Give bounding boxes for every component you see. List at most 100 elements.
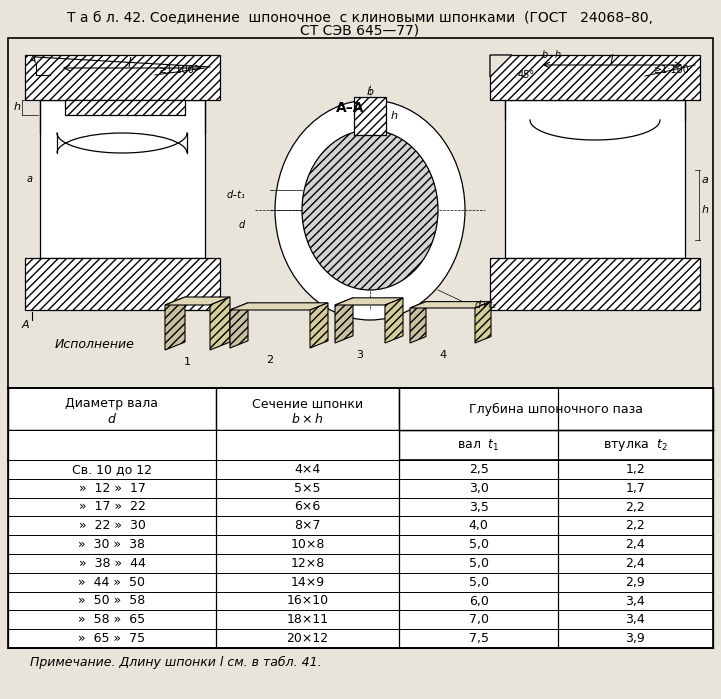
Text: 5,0: 5,0 <box>469 538 489 551</box>
Text: 8×7: 8×7 <box>294 519 321 533</box>
Text: 4×4: 4×4 <box>294 463 321 476</box>
Text: h: h <box>14 102 20 112</box>
Polygon shape <box>410 301 426 343</box>
Text: »  12 »  17: » 12 » 17 <box>79 482 146 495</box>
Text: 5,0: 5,0 <box>469 557 489 570</box>
Text: »  65 »  75: » 65 » 75 <box>79 632 146 645</box>
Text: Исполнение: Исполнение <box>55 338 135 352</box>
Text: 45°: 45° <box>518 70 535 80</box>
Bar <box>25 55 220 100</box>
Text: A: A <box>21 320 29 330</box>
Text: ≥1:100: ≥1:100 <box>159 65 195 75</box>
Text: втулка  $t_2$: втулка $t_2$ <box>603 437 668 453</box>
Text: 1,2: 1,2 <box>626 463 645 476</box>
Bar <box>505 100 685 258</box>
Polygon shape <box>335 298 353 343</box>
Polygon shape <box>230 303 328 310</box>
Text: h: h <box>391 111 397 121</box>
Text: 3,5: 3,5 <box>469 500 489 514</box>
Text: 6×6: 6×6 <box>294 500 321 514</box>
Ellipse shape <box>275 100 465 320</box>
Text: »  22 »  30: » 22 » 30 <box>79 519 146 533</box>
Bar <box>65 100 185 115</box>
Text: »  50 »  58: » 50 » 58 <box>79 595 146 607</box>
Bar <box>9 431 399 459</box>
Text: Примечание. Длину шпонки l см. в табл. 41.: Примечание. Длину шпонки l см. в табл. 4… <box>30 656 322 668</box>
Text: 5,0: 5,0 <box>469 576 489 589</box>
Text: $l$: $l$ <box>609 53 615 67</box>
Text: 2: 2 <box>267 355 273 365</box>
Text: 6,0: 6,0 <box>469 595 489 607</box>
Text: 2,9: 2,9 <box>626 576 645 589</box>
Text: A–A: A–A <box>336 101 364 115</box>
Text: 2,2: 2,2 <box>626 500 645 514</box>
Text: 2,2: 2,2 <box>626 519 645 533</box>
Bar <box>25 258 220 310</box>
Bar <box>8 38 713 388</box>
Polygon shape <box>335 298 403 305</box>
Text: d: d <box>239 220 245 230</box>
Text: 20×12: 20×12 <box>286 632 329 645</box>
Text: Глубина шпоночного паза: Глубина шпоночного паза <box>469 403 643 415</box>
Text: a: a <box>702 175 709 185</box>
Text: 12×8: 12×8 <box>291 557 324 570</box>
Text: 1: 1 <box>184 357 191 367</box>
Text: h: h <box>702 205 709 215</box>
Text: 16×10: 16×10 <box>286 595 329 607</box>
Text: A: A <box>28 55 36 65</box>
Ellipse shape <box>302 130 438 290</box>
Text: 3,0: 3,0 <box>469 482 489 495</box>
Polygon shape <box>385 298 403 343</box>
Text: 2,4: 2,4 <box>626 538 645 551</box>
Text: 2,4: 2,4 <box>626 557 645 570</box>
Text: 2,5: 2,5 <box>469 463 489 476</box>
Text: вал  $t_1$: вал $t_1$ <box>457 438 500 452</box>
Text: »  17 »  22: » 17 » 22 <box>79 500 146 514</box>
Bar <box>354 97 386 135</box>
Polygon shape <box>490 55 512 77</box>
Text: 18×11: 18×11 <box>286 613 329 626</box>
Text: 5×5: 5×5 <box>294 482 321 495</box>
Text: »  38 »  44: » 38 » 44 <box>79 557 146 570</box>
Polygon shape <box>410 301 491 308</box>
Bar <box>40 100 205 258</box>
Text: d–t₁: d–t₁ <box>226 190 245 200</box>
Text: a: a <box>27 174 33 184</box>
Bar <box>490 55 700 100</box>
Text: 4,0: 4,0 <box>469 519 489 533</box>
Polygon shape <box>230 303 248 348</box>
Polygon shape <box>165 297 230 305</box>
Text: 3: 3 <box>356 350 363 360</box>
Text: 3,4: 3,4 <box>626 613 645 626</box>
Bar <box>490 258 700 310</box>
Text: 3,9: 3,9 <box>626 632 645 645</box>
Text: $d$: $d$ <box>107 412 117 426</box>
Text: »  58 »  65: » 58 » 65 <box>79 613 146 626</box>
Text: 14×9: 14×9 <box>291 576 324 589</box>
Text: 10×8: 10×8 <box>291 538 325 551</box>
Text: ≥1:100: ≥1:100 <box>654 65 690 75</box>
Text: h: h <box>555 50 561 60</box>
Text: b: b <box>542 50 548 60</box>
Text: Св. 10 до 12: Св. 10 до 12 <box>72 463 152 476</box>
Text: Т а б л. 42. Соединение  шпоночное  с клиновыми шпонками  (ГОСТ   24068–80,: Т а б л. 42. Соединение шпоночное с клин… <box>67 11 653 25</box>
Text: 4: 4 <box>439 350 446 360</box>
Text: »  44 »  50: » 44 » 50 <box>79 576 146 589</box>
Text: d+t₂: d+t₂ <box>475 300 497 310</box>
Text: 7,0: 7,0 <box>469 613 489 626</box>
Text: 7,5: 7,5 <box>469 632 489 645</box>
Text: $l$: $l$ <box>128 56 133 70</box>
Polygon shape <box>475 301 491 343</box>
Text: СТ СЭВ 645—77): СТ СЭВ 645—77) <box>301 24 420 38</box>
Bar <box>399 389 557 429</box>
Polygon shape <box>210 297 230 350</box>
Text: »  30 »  38: » 30 » 38 <box>79 538 146 551</box>
Polygon shape <box>165 297 185 350</box>
Text: $b\times h$: $b\times h$ <box>291 412 324 426</box>
Polygon shape <box>310 303 328 348</box>
Text: Диаметр вала: Диаметр вала <box>66 398 159 410</box>
Text: b: b <box>366 87 373 97</box>
Text: 3,4: 3,4 <box>626 595 645 607</box>
Text: Сечение шпонки: Сечение шпонки <box>252 398 363 410</box>
Bar <box>8 388 713 648</box>
